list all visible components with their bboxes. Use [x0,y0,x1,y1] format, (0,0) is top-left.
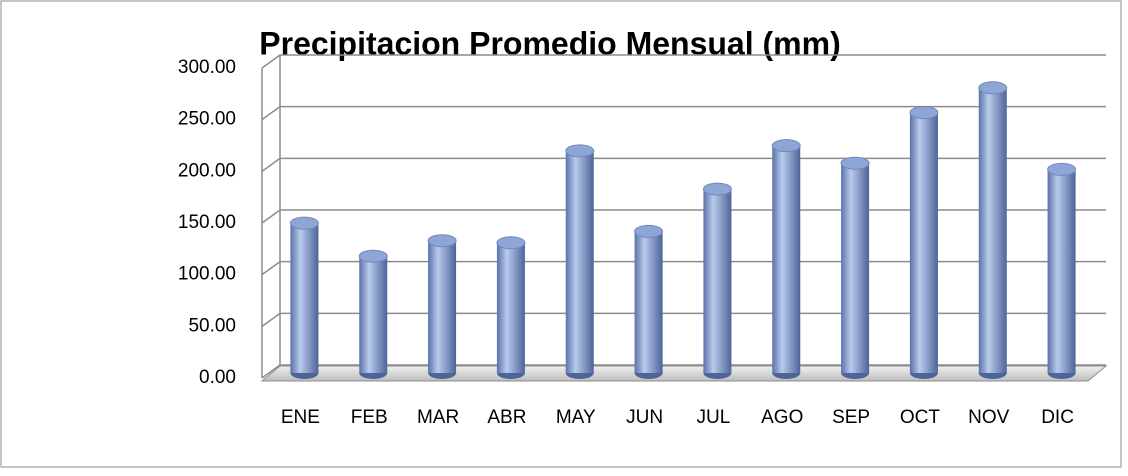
bar [703,189,732,373]
bar-top [771,139,801,153]
y-tick-label: 200.00 [178,160,236,181]
bar-top [840,156,870,170]
x-tick-label: ENE [281,407,320,428]
x-tick-label: AGO [761,407,803,428]
y-tick-label: 0.00 [199,367,236,388]
bar [841,163,870,373]
x-tick-label: NOV [968,407,1010,428]
bar [1047,169,1076,373]
y-tick-label: 50.00 [188,315,236,336]
bar [428,240,457,373]
bar [909,112,938,373]
bar [978,87,1007,374]
y-tick-label: 100.00 [178,264,236,285]
y-tick-label: 250.00 [178,109,236,130]
x-tick-label: DIC [1041,407,1074,428]
bar-top [978,81,1008,95]
bar-top [496,236,526,250]
bar [634,231,663,373]
x-tick-label: FEB [351,407,388,428]
bar-top [909,106,939,120]
x-tick-label: SEP [832,407,870,428]
bar-top [634,224,664,238]
bar-top [358,249,388,263]
x-tick-label: JUL [697,407,731,428]
bar [359,256,388,373]
x-tick-label: MAR [417,407,459,428]
bar [496,242,525,373]
bar [565,150,594,373]
chart-frame [0,0,1122,468]
x-tick-label: JUN [626,407,663,428]
y-tick-label: 300.00 [178,57,236,78]
bar-top [289,216,319,230]
bar-top [702,182,732,196]
x-tick-label: OCT [900,407,941,428]
floor [260,365,1108,382]
bar [772,145,801,373]
bar-top [427,234,457,248]
y-tick-label: 150.00 [178,212,236,233]
bar [290,223,319,373]
bar-top [565,144,595,158]
x-tick-label: MAY [556,407,596,428]
x-tick-label: ABR [487,407,526,428]
bar-top [1047,162,1077,176]
chart-title: Precipitacion Promedio Mensual (mm) [259,25,840,61]
